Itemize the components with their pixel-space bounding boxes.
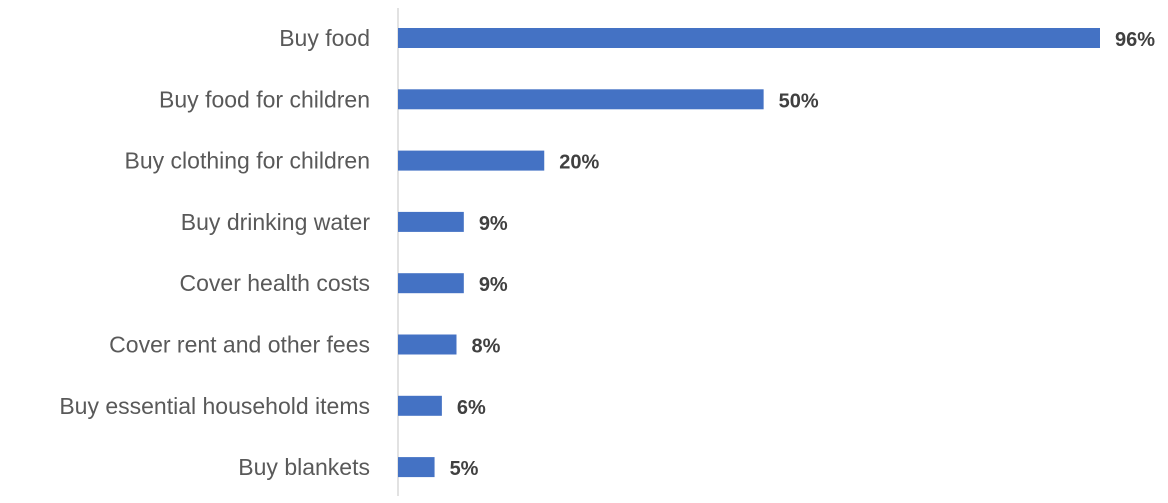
category-labels-group: Buy food Buy food for children Buy clothin… [59, 25, 370, 480]
category-label-0: Buy food [279, 25, 370, 51]
data-label-5: 8% [472, 336, 501, 358]
bar-5 [398, 334, 457, 355]
category-label-5: Cover rent and other fees [109, 332, 370, 358]
bar-1 [398, 89, 764, 110]
bar-0 [398, 28, 1100, 48]
bar-4 [398, 273, 464, 294]
category-label-7: Buy blankets [238, 454, 370, 480]
bar-6 [398, 395, 442, 416]
data-label-0: 96% [1115, 29, 1155, 51]
category-label-1: Buy food for children [159, 86, 370, 112]
category-label-4: Cover health costs [180, 270, 370, 296]
category-label-3: Buy drinking water [181, 209, 371, 235]
bar-3 [398, 211, 464, 232]
data-label-4: 9% [479, 274, 508, 296]
category-label-2: Buy clothing for children [125, 148, 370, 174]
data-label-1: 50% [779, 90, 819, 112]
bar-7 [398, 457, 435, 478]
category-label-6: Buy essential household items [59, 393, 370, 419]
data-labels-group: 96% 50% 20% 9% 9% 8% 6% 5% [450, 29, 1156, 480]
bar-2 [398, 150, 545, 171]
bars-group [398, 28, 1100, 478]
data-label-3: 9% [479, 213, 508, 235]
data-label-6: 6% [457, 397, 486, 419]
data-label-2: 20% [559, 152, 599, 174]
data-label-7: 5% [450, 458, 479, 480]
